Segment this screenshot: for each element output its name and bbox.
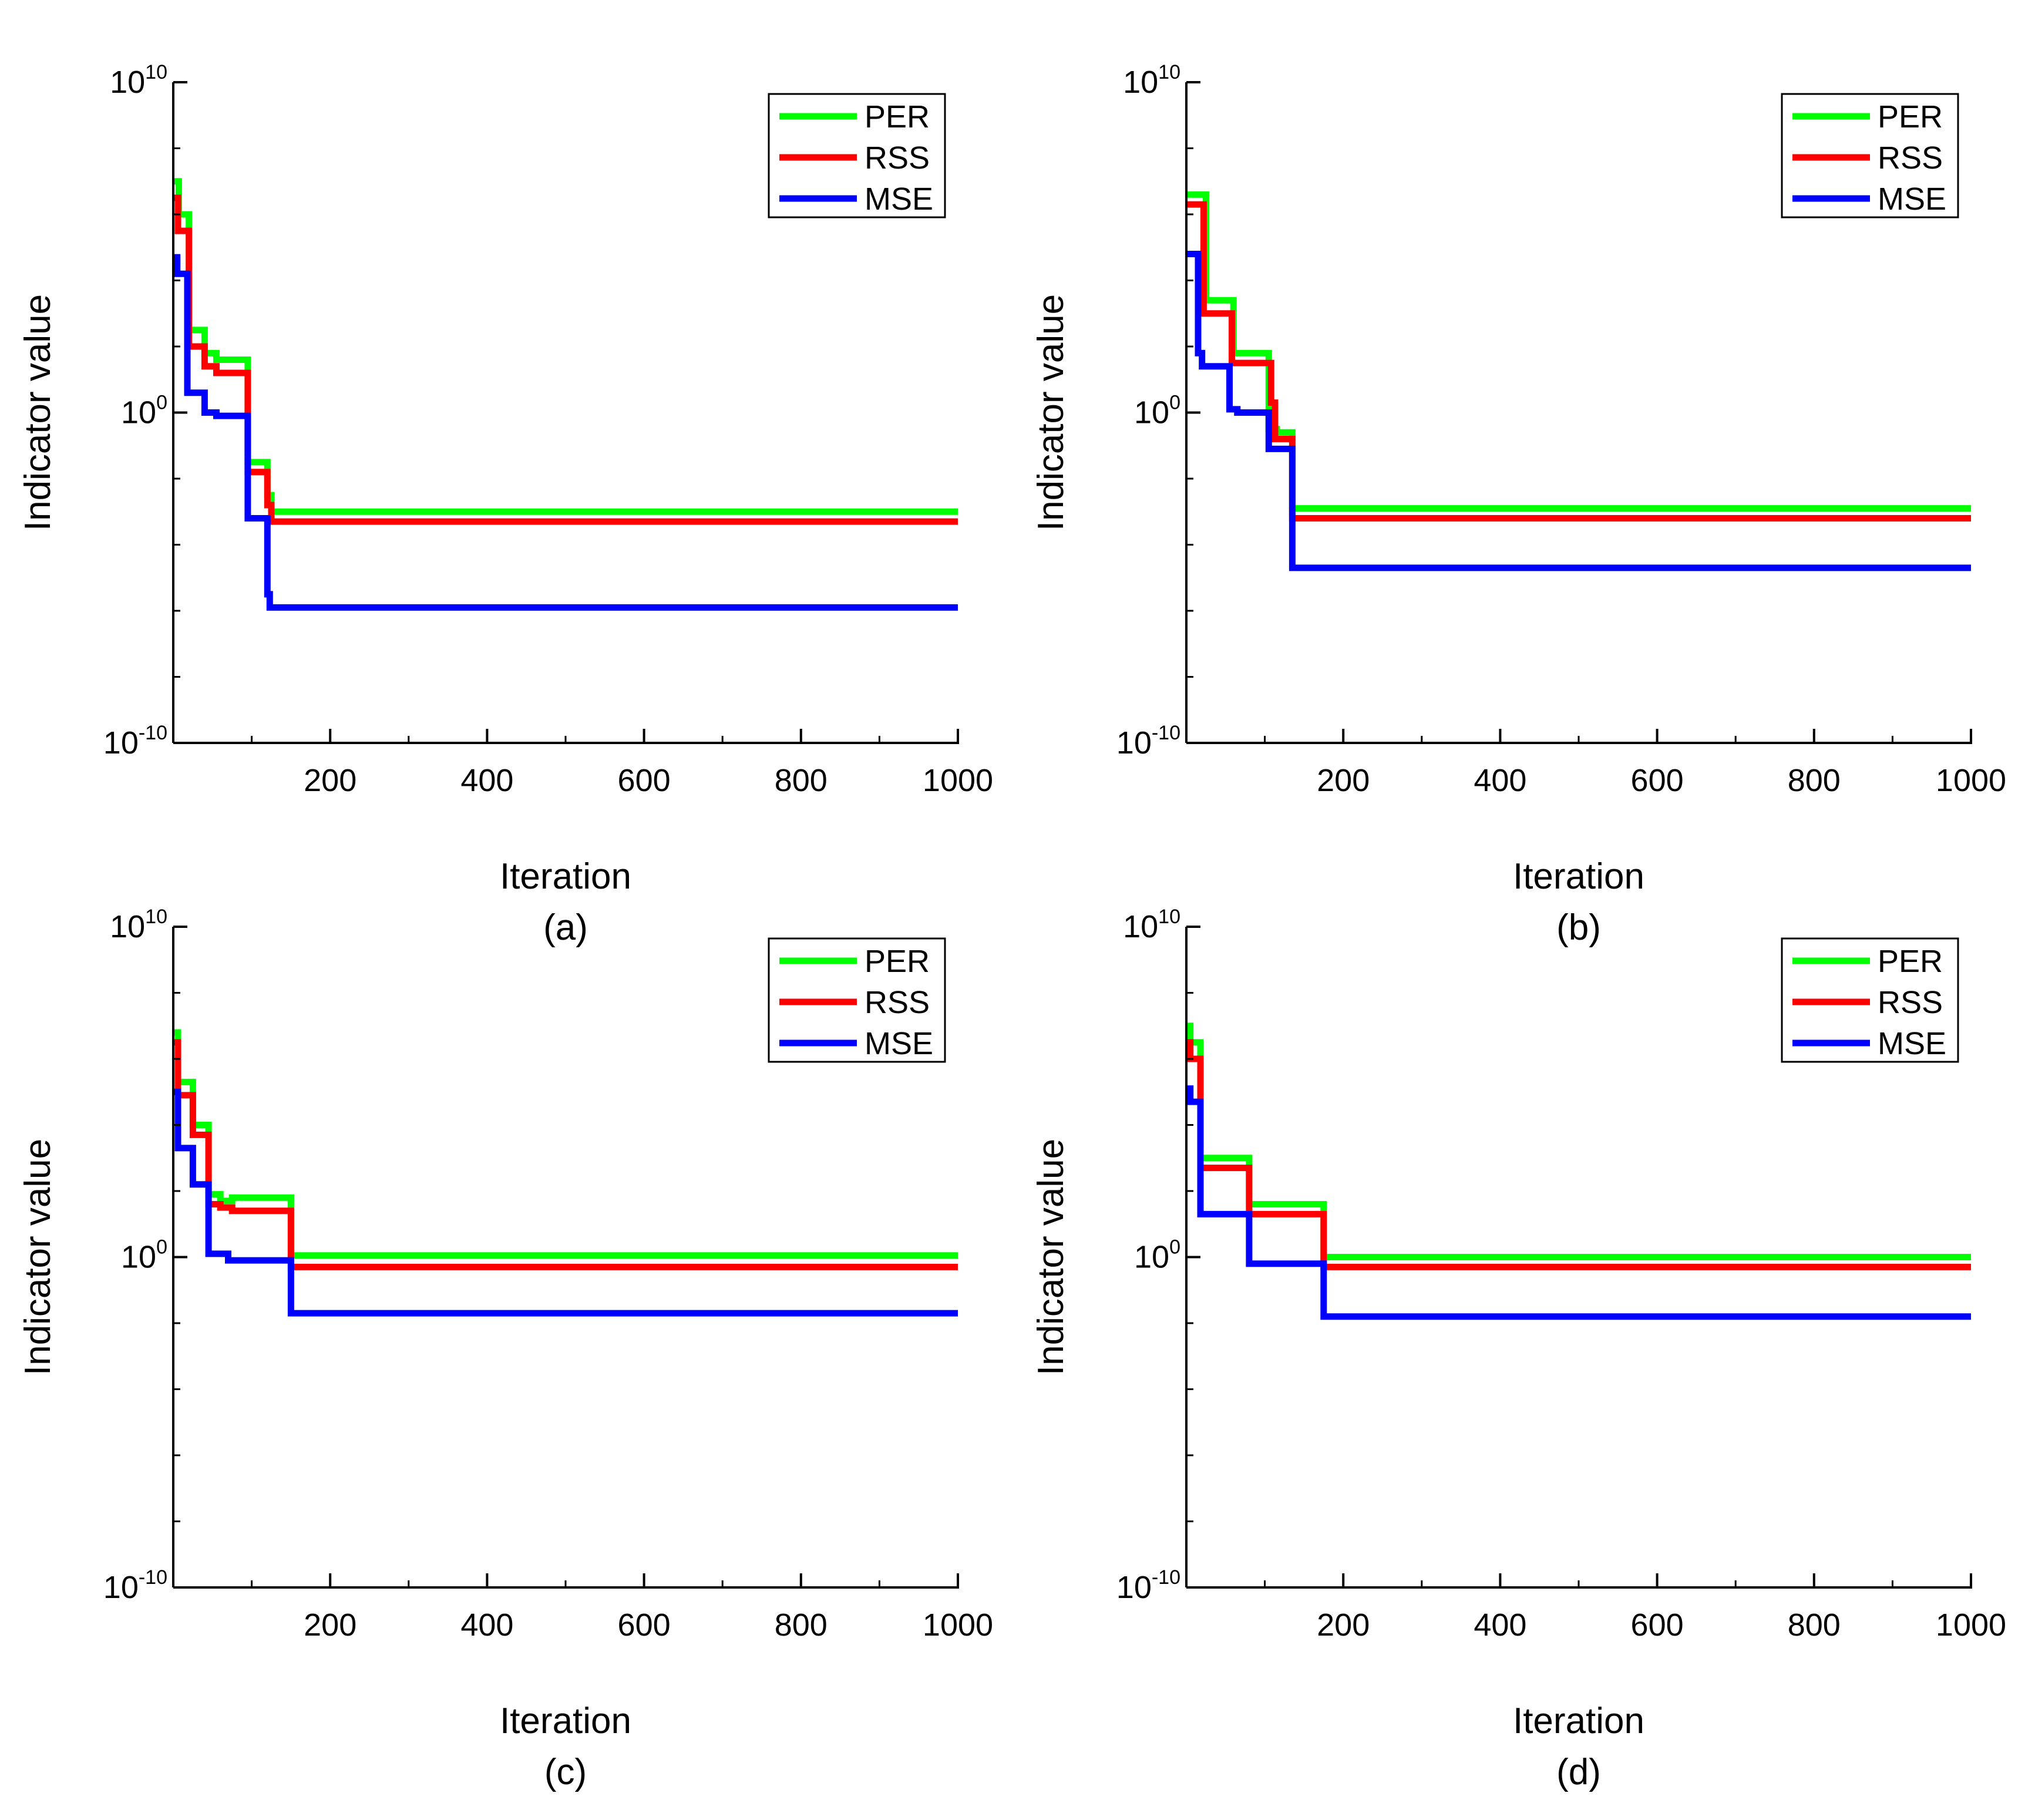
- x-tick-label: 800: [1788, 1607, 1841, 1643]
- series-line-per: [173, 178, 958, 515]
- chart-panel-2: 200 400 600 800 1000 1010 100 10-10 Iteration Ind…: [18, 906, 993, 1792]
- y-tick-label: 1010: [110, 61, 167, 100]
- panel-label: (a): [543, 907, 588, 948]
- x-tick-label: 400: [460, 763, 513, 798]
- legend-label-per: PER: [865, 99, 930, 134]
- legend-label-rss: RSS: [865, 140, 930, 176]
- x-axis-title: Iteration: [1513, 1701, 1644, 1741]
- x-tick-label: 1000: [1936, 763, 2006, 798]
- x-tick-label: 200: [1317, 1607, 1370, 1643]
- x-tick-label: 800: [1788, 763, 1841, 798]
- chart-panel-3: 200 400 600 800 1000 1010 100 10-10 Iteration Ind…: [1031, 906, 2006, 1792]
- legend-label-mse: MSE: [865, 181, 933, 217]
- series-line-mse: [1186, 251, 1971, 571]
- x-tick-label: 400: [1474, 1607, 1526, 1643]
- x-axis-title: Iteration: [1513, 856, 1644, 897]
- series-line-rss: [173, 1039, 958, 1270]
- chart-panel-0: 200 400 600 800 1000 1010 100 10-10 Iteration Ind…: [18, 61, 993, 948]
- y-tick-label: 100: [1134, 392, 1180, 430]
- x-tick-label: 1000: [923, 763, 993, 798]
- y-axis-title: Indicator value: [18, 1139, 58, 1375]
- y-tick-label: 1010: [1123, 61, 1180, 100]
- legend-label-per: PER: [1878, 99, 1943, 134]
- x-tick-label: 600: [618, 1607, 671, 1643]
- legend-label-per: PER: [1878, 944, 1943, 979]
- legend-label-mse: MSE: [1878, 181, 1946, 217]
- x-axis-title: Iteration: [500, 856, 631, 897]
- series-line-mse: [1186, 1085, 1971, 1320]
- x-tick-label: 200: [1317, 763, 1370, 798]
- y-tick-label: 1010: [110, 906, 167, 944]
- y-tick-label: 100: [121, 1236, 167, 1275]
- legend-label-mse: MSE: [1878, 1026, 1946, 1061]
- series-line-mse: [173, 254, 958, 611]
- y-tick-label: 10-10: [103, 1566, 167, 1605]
- x-tick-label: 800: [775, 1607, 828, 1643]
- x-tick-label: 400: [1474, 763, 1526, 798]
- x-axis-title: Iteration: [500, 1701, 631, 1741]
- legend-label-per: PER: [865, 944, 930, 979]
- x-tick-label: 400: [460, 1607, 513, 1643]
- panel-label: (b): [1556, 907, 1601, 948]
- legend-label-rss: RSS: [1878, 985, 1943, 1020]
- series-line-mse: [173, 1088, 958, 1317]
- x-tick-label: 1000: [923, 1607, 993, 1643]
- y-tick-label: 10-10: [1116, 1566, 1180, 1605]
- x-tick-label: 600: [1631, 763, 1684, 798]
- x-tick-label: 200: [304, 763, 356, 798]
- x-tick-label: 800: [775, 763, 828, 798]
- y-axis-title: Indicator value: [1031, 294, 1071, 531]
- y-tick-label: 10-10: [1116, 722, 1180, 761]
- y-tick-label: 1010: [1123, 906, 1180, 944]
- x-tick-label: 600: [618, 763, 671, 798]
- x-tick-label: 1000: [1936, 1607, 2006, 1643]
- x-tick-label: 200: [304, 1607, 356, 1643]
- legend-label-mse: MSE: [865, 1026, 933, 1061]
- y-tick-label: 100: [1134, 1236, 1180, 1275]
- series-line-rss: [1186, 201, 1971, 522]
- y-axis-title: Indicator value: [1031, 1139, 1071, 1375]
- x-tick-label: 600: [1631, 1607, 1684, 1643]
- series-line-rss: [173, 194, 958, 525]
- legend-label-rss: RSS: [865, 985, 930, 1020]
- y-axis-title: Indicator value: [18, 294, 58, 531]
- panel-label: (d): [1556, 1752, 1601, 1792]
- legend-label-rss: RSS: [1878, 140, 1943, 176]
- y-tick-label: 10-10: [103, 722, 167, 761]
- series-line-rss: [1186, 1039, 1971, 1270]
- y-tick-label: 100: [121, 392, 167, 430]
- panel-label: (c): [544, 1752, 587, 1792]
- chart-panel-1: 200 400 600 800 1000 1010 100 10-10 Iteration Ind…: [1031, 61, 2006, 948]
- series-line-per: [1186, 191, 1971, 512]
